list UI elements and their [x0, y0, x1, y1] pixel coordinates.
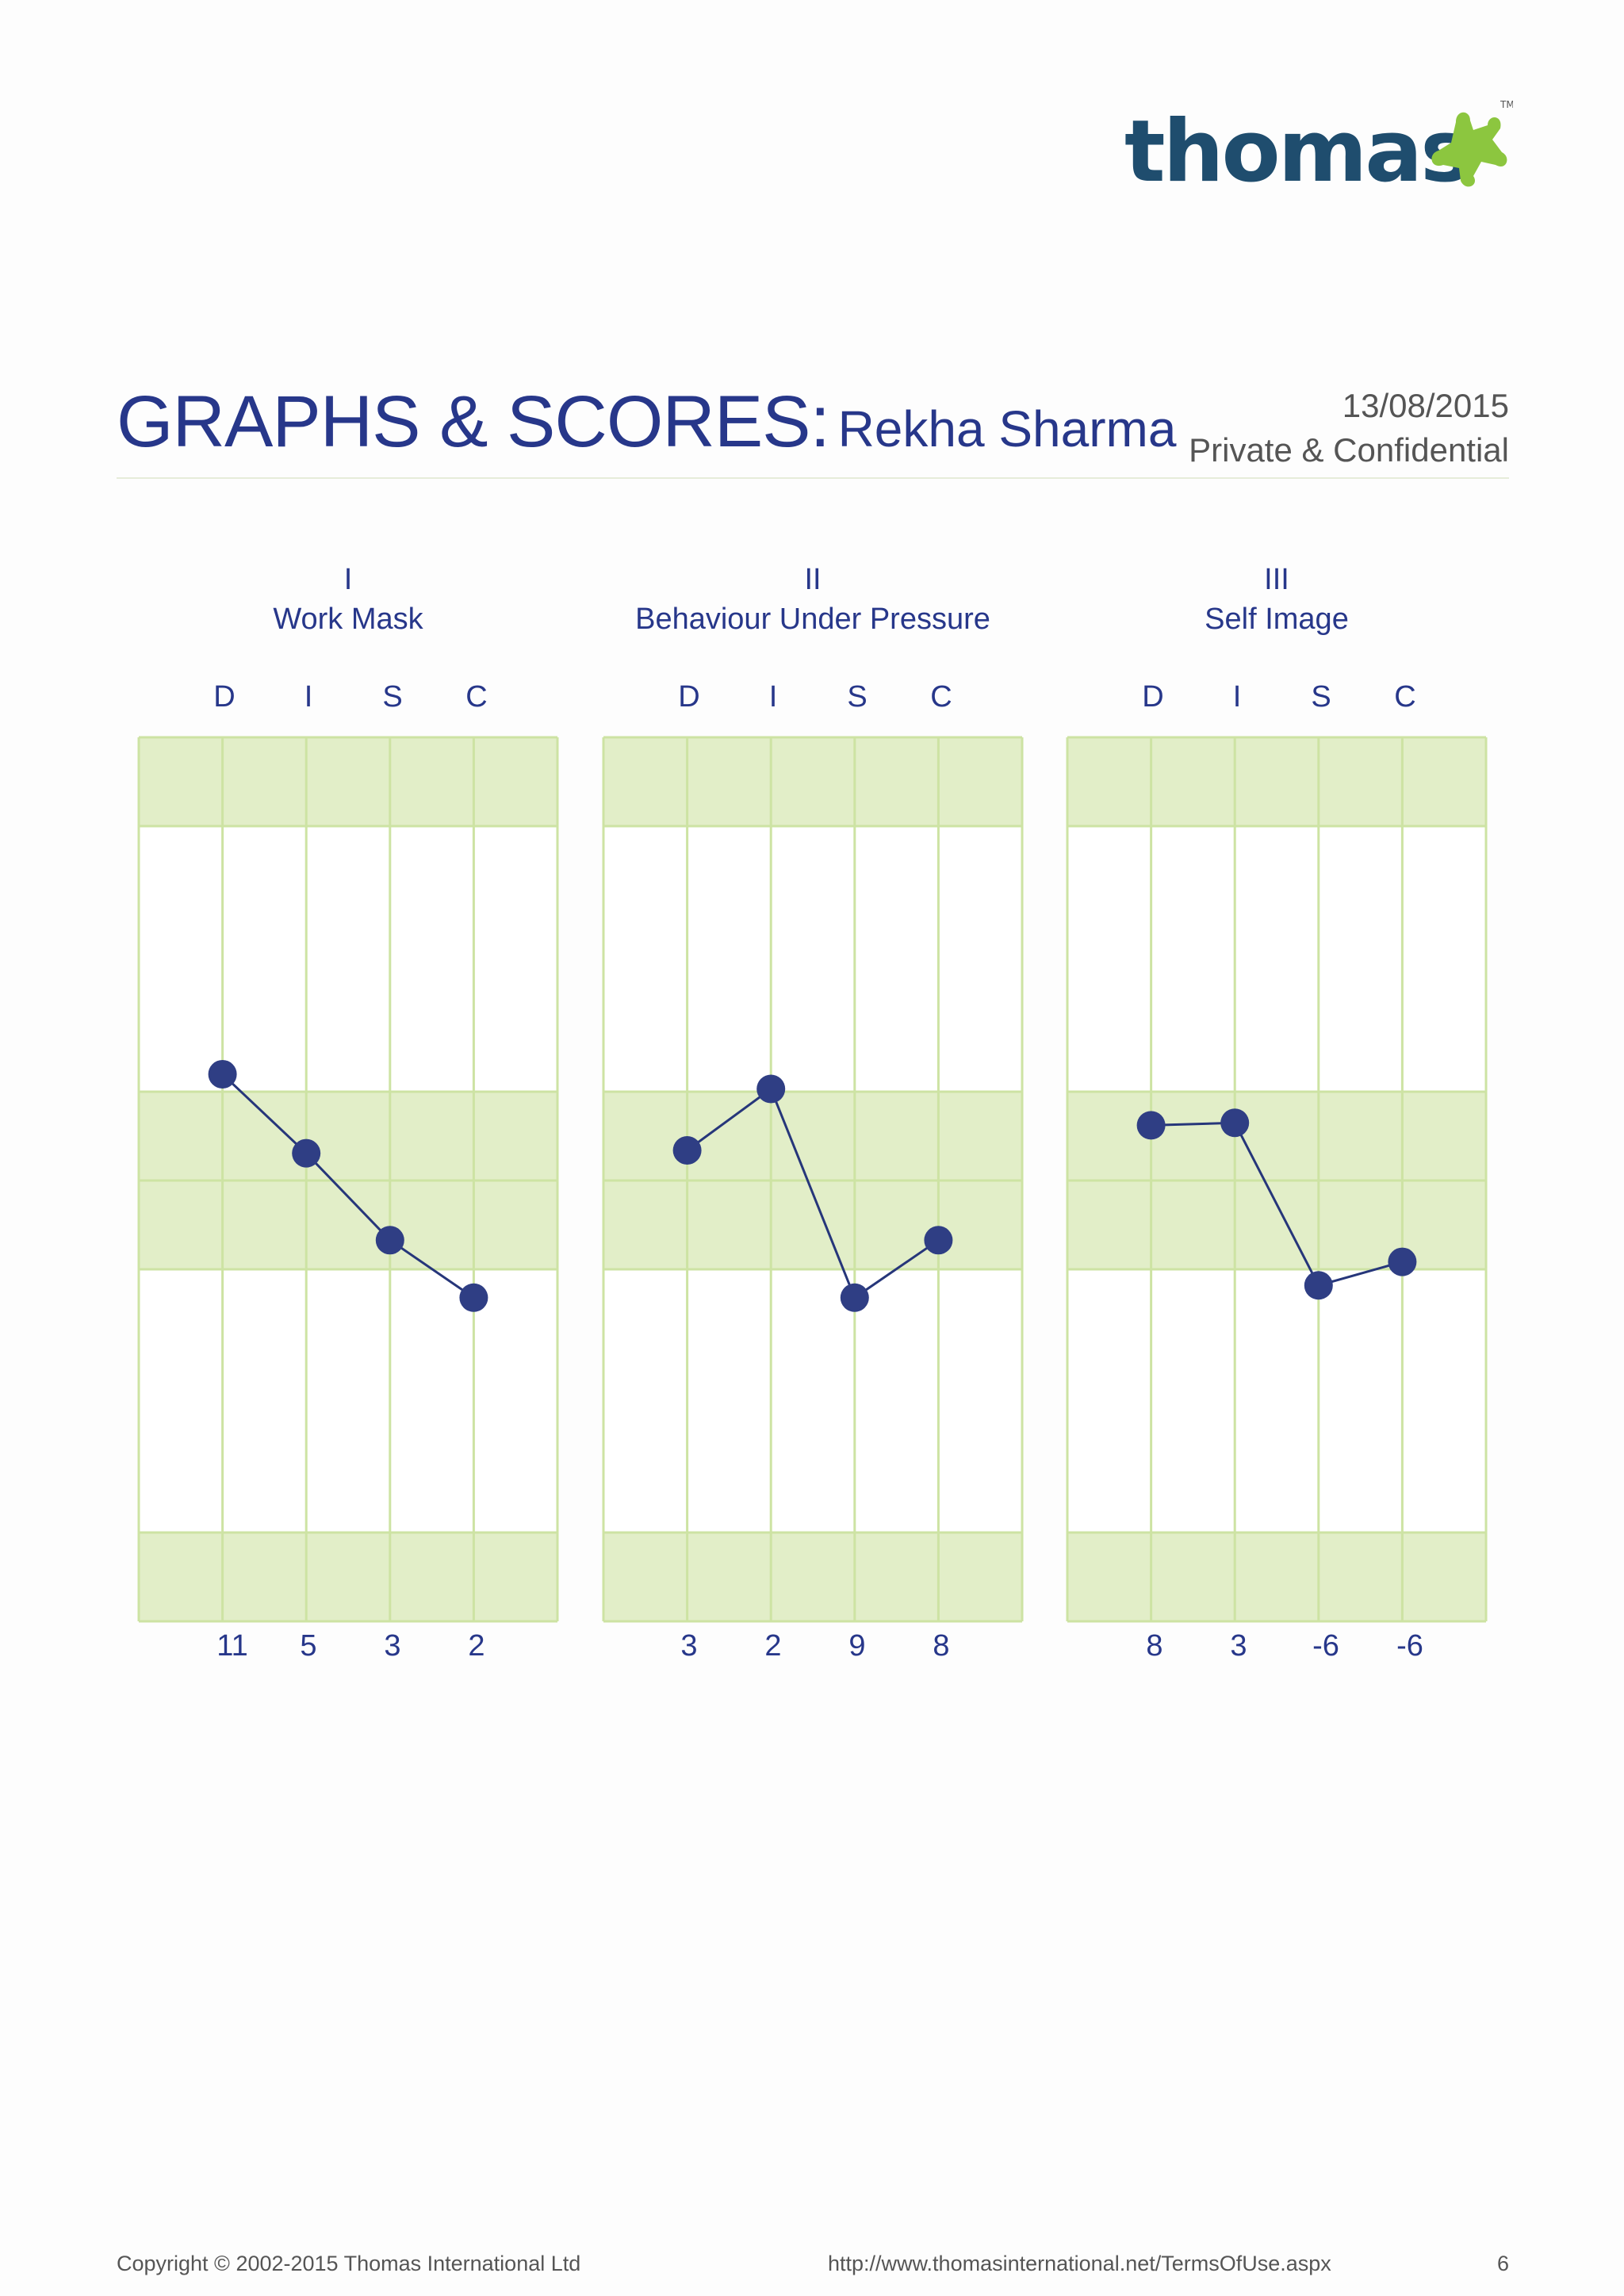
data-point-s	[1304, 1271, 1333, 1300]
category-label-i: I	[304, 680, 313, 714]
score-label-i: 3	[1230, 1629, 1247, 1663]
category-label-d: D	[678, 680, 700, 714]
category-label-d: D	[213, 680, 236, 714]
report-date: 13/08/2015	[1342, 387, 1509, 424]
data-point-d	[672, 1135, 702, 1165]
page-title-main: GRAPHS & SCORES:	[117, 381, 830, 462]
plot-band-0	[603, 737, 1022, 826]
footer-page-number: 6	[1496, 2252, 1509, 2275]
series-line	[1151, 1121, 1403, 1288]
panel-numeral: I	[343, 563, 353, 596]
category-label-c: C	[465, 680, 488, 714]
data-point-d	[1136, 1111, 1166, 1140]
logo-wordmark: thomas	[1124, 102, 1471, 201]
confidentiality-label: Private & Confidential	[1189, 431, 1509, 469]
plot-band-1	[603, 1092, 1022, 1181]
panel-title: Behaviour Under Pressure	[635, 603, 990, 636]
series-line	[686, 1087, 940, 1300]
plot-band-2	[1067, 1181, 1486, 1269]
plot-band-3	[139, 1533, 557, 1621]
chart-panel-work-mask: I Work Mask D I S C 11 5 3 2	[137, 555, 559, 1681]
score-label-i: 5	[300, 1629, 317, 1663]
score-label-d: 3	[680, 1629, 698, 1663]
score-label-c: 2	[468, 1629, 485, 1663]
category-label-c: C	[1394, 680, 1416, 714]
data-point-s	[375, 1226, 404, 1255]
puzzle-piece-icon: TM	[1431, 99, 1513, 187]
plot-band-3	[603, 1533, 1022, 1621]
category-label-i: I	[768, 680, 778, 714]
page-title: GRAPHS & SCORES: Rekha Sharma	[117, 381, 1176, 464]
data-point-i	[1220, 1108, 1250, 1138]
category-label-i: I	[1232, 680, 1242, 714]
data-point-i	[756, 1074, 786, 1104]
plot-band-0	[1067, 737, 1486, 826]
disc-chart	[602, 736, 1024, 1623]
candidate-name: Rekha Sharma	[837, 400, 1177, 457]
score-label-s: -6	[1312, 1629, 1339, 1663]
header-divider	[117, 477, 1509, 479]
score-label-d: 8	[1146, 1629, 1163, 1663]
category-label-c: C	[930, 680, 952, 714]
score-label-c: 8	[933, 1629, 950, 1663]
plot-band-1	[139, 1092, 557, 1181]
score-label-s: 9	[848, 1629, 866, 1663]
data-point-c	[1388, 1247, 1417, 1276]
plot-band-1	[1067, 1092, 1486, 1181]
category-label-s: S	[847, 680, 868, 714]
score-label-s: 3	[384, 1629, 401, 1663]
data-point-c	[459, 1283, 488, 1312]
category-label-s: S	[1311, 680, 1331, 714]
data-point-d	[208, 1059, 237, 1089]
footer-copyright: Copyright © 2002-2015 Thomas Internation…	[117, 2252, 581, 2275]
data-point-c	[924, 1226, 953, 1255]
footer-terms-link[interactable]: http://www.thomasinternational.net/Terms…	[828, 2252, 1331, 2275]
chart-panel-behaviour-under-pressure: II Behaviour Under Pressure D I S C 3 2 …	[602, 555, 1024, 1681]
panel-title: Self Image	[1205, 603, 1349, 636]
disc-chart	[137, 736, 559, 1623]
plot-band-0	[139, 737, 557, 826]
score-label-c: -6	[1396, 1629, 1423, 1663]
disc-chart	[1066, 736, 1488, 1623]
panel-title: Work Mask	[273, 603, 423, 636]
score-label-i: 2	[764, 1629, 782, 1663]
plot-band-2	[139, 1181, 557, 1269]
thomas-logo: thomas TM	[1124, 94, 1513, 212]
plot-band-3	[1067, 1533, 1486, 1621]
data-point-s	[840, 1283, 869, 1312]
chart-panel-self-image: III Self Image D I S C 8 3 -6 -6	[1066, 555, 1488, 1681]
category-label-d: D	[1142, 680, 1164, 714]
report-meta: 13/08/2015 Private & Confidential	[1189, 384, 1509, 473]
category-label-s: S	[382, 680, 403, 714]
panel-numeral: III	[1264, 563, 1289, 596]
trademark-mark: TM	[1500, 99, 1513, 110]
series-line	[221, 1073, 475, 1299]
panel-numeral: II	[804, 563, 822, 596]
score-label-d: 11	[216, 1629, 248, 1663]
data-point-i	[292, 1138, 321, 1168]
